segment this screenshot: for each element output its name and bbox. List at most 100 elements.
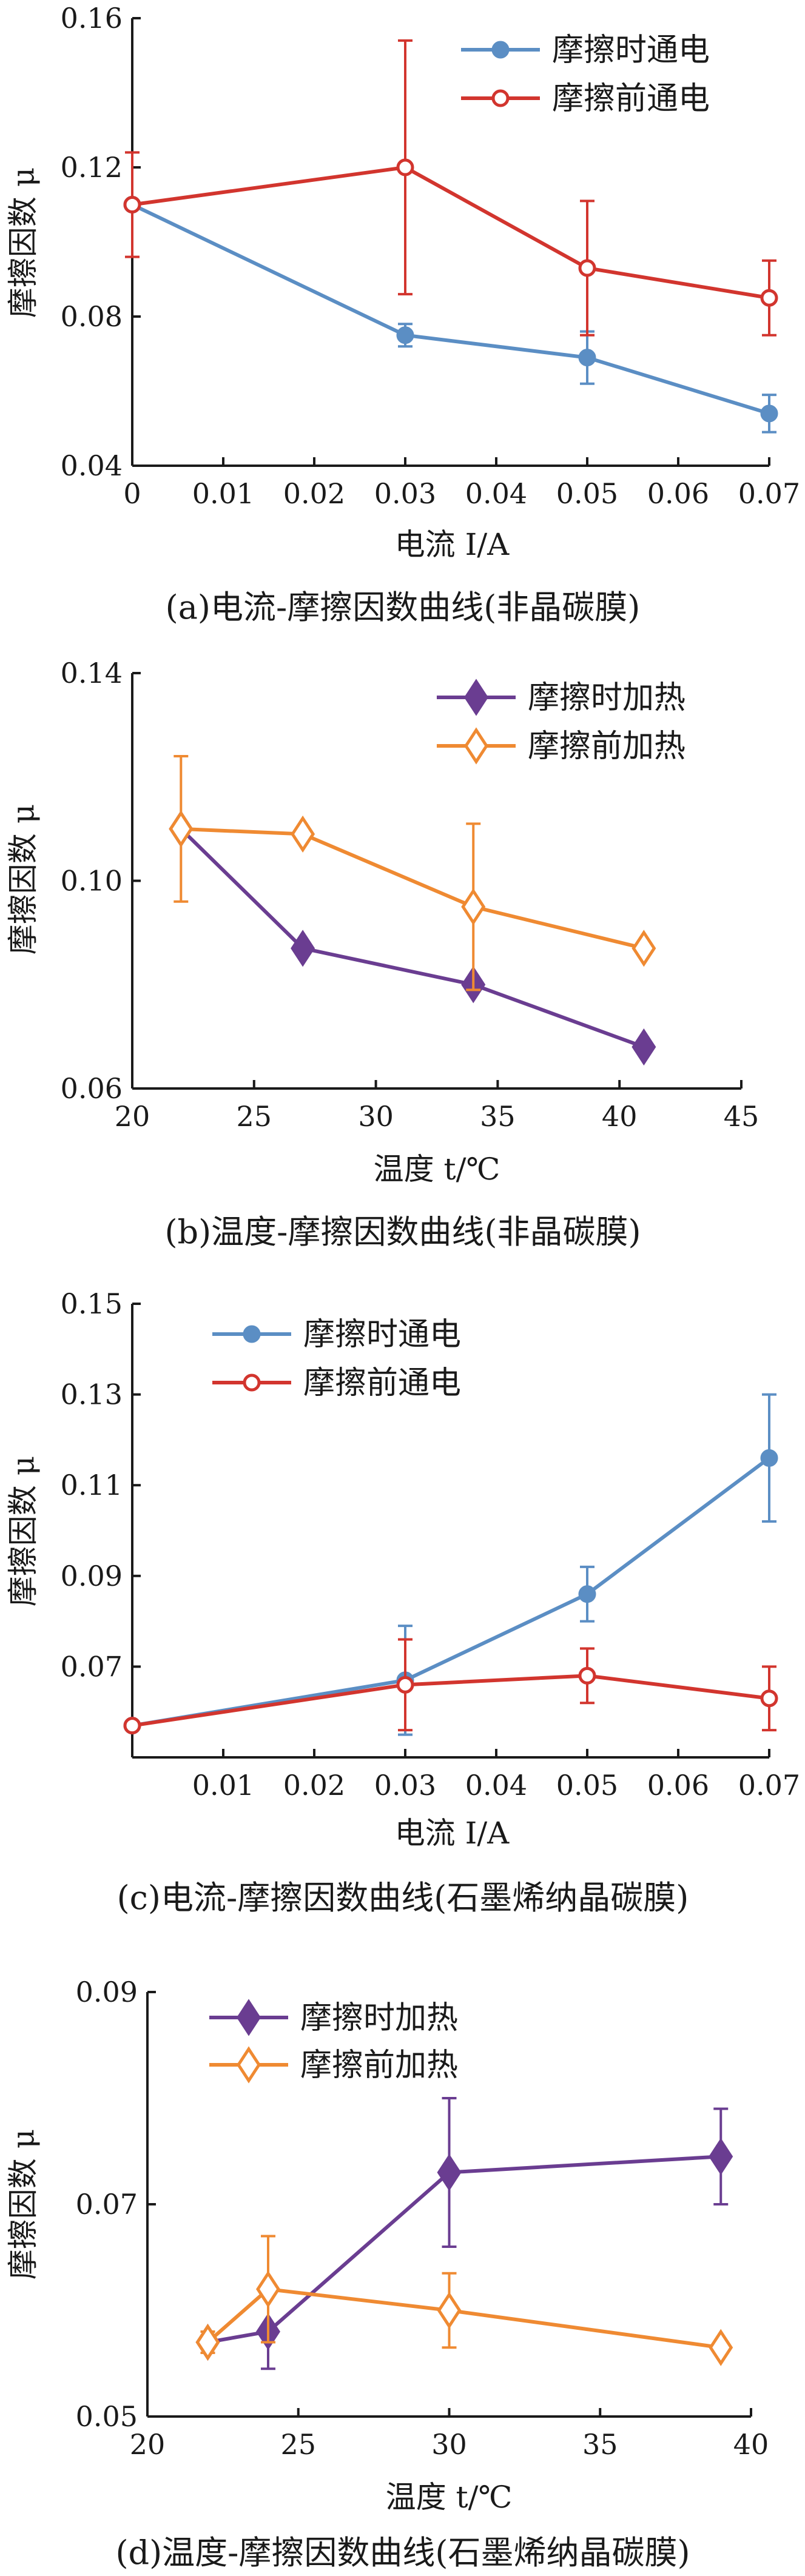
series-1	[169, 755, 656, 991]
legend-marker-s0	[464, 679, 488, 716]
x-tick-label: 25	[237, 1100, 272, 1133]
x-tick-label: 0.04	[465, 477, 527, 510]
data-point	[123, 1717, 141, 1735]
legend-marker-s0	[491, 41, 510, 59]
x-tick-label: 0.03	[374, 1769, 436, 1802]
x-tick-label: 0.06	[647, 477, 709, 510]
panel-caption: (c)电流-摩擦因数曲线(石墨烯纳晶碳膜)	[117, 1879, 689, 1917]
x-tick-label: 40	[602, 1100, 638, 1133]
x-tick-label: 25	[280, 2428, 316, 2461]
y-axis-title: 摩擦因数 μ	[5, 804, 41, 954]
data-point	[291, 815, 315, 853]
y-tick-label: 0.09	[76, 1976, 138, 2008]
legend-marker-s0	[237, 1999, 261, 2036]
x-axis-title: 电流 I/A	[395, 527, 510, 562]
axes: 0.07 0.09 0.11 0.13 0.15 0.01 0.02 0.03 0.04 0.05…	[61, 1287, 801, 1802]
legend-marker-s1	[243, 1374, 261, 1392]
series-line	[181, 827, 645, 950]
data-point	[632, 1028, 656, 1066]
x-tick-label: 40	[733, 2428, 769, 2461]
legend: 摩擦时通电 摩擦前通电	[461, 32, 710, 117]
x-axis-title: 温度 t/℃	[374, 1152, 500, 1187]
x-tick-label: 0.07	[738, 477, 800, 510]
series-line	[206, 2287, 721, 2350]
data-point	[578, 1666, 596, 1685]
data-point	[760, 1449, 778, 1467]
y-tick-label: 0.14	[61, 657, 123, 689]
series-1	[123, 39, 778, 337]
x-tick-label: 0.06	[647, 1769, 709, 1802]
plot-area	[123, 1393, 778, 1736]
series-line	[180, 827, 645, 1049]
series-1	[195, 2235, 733, 2366]
data-point	[195, 2323, 220, 2361]
data-point	[437, 2153, 462, 2192]
panel-c: 0.07 0.09 0.11 0.13 0.15 0.01 0.02 0.03 0.04 0.05…	[5, 1287, 800, 1917]
panel-caption: (a)电流-摩擦因数曲线(非晶碳膜)	[166, 588, 641, 626]
plot-area	[195, 2097, 733, 2370]
plot-area	[169, 755, 656, 1066]
x-tick-label: 0.05	[556, 1769, 618, 1802]
plot-area	[123, 39, 778, 434]
y-axis-title: 摩擦因数 μ	[5, 2129, 41, 2279]
axes: 0.06 0.10 0.14 20 25 30 35 40 45	[61, 657, 760, 1133]
x-tick-label: 20	[130, 2428, 166, 2461]
x-tick-label: 35	[480, 1100, 516, 1133]
x-axis-title: 电流 I/A	[395, 1816, 510, 1851]
x-tick-label: 45	[724, 1100, 760, 1133]
x-tick-label: 0.02	[283, 1769, 345, 1802]
series-0	[123, 196, 778, 434]
series-line	[132, 165, 770, 300]
panel-d: 0.05 0.07 0.09 20 25 30 35 40 摩擦时加热 摩擦前加热 温度 t/…	[5, 1976, 769, 2572]
legend-label-s0: 摩擦时加热	[528, 680, 685, 716]
data-point	[461, 888, 486, 925]
legend-marker-s1	[237, 2046, 261, 2084]
x-tick-label: 0.02	[283, 477, 345, 510]
series-line	[207, 2155, 721, 2344]
data-point	[291, 930, 315, 967]
data-point	[396, 158, 414, 176]
series-line	[132, 1674, 770, 1728]
panel-caption: (d)温度-摩擦因数曲线(石墨烯纳晶碳膜)	[115, 2534, 690, 2572]
legend-label-s0: 摩擦时通电	[552, 32, 710, 69]
x-tick-label: 0.07	[738, 1769, 800, 1802]
series-line	[131, 203, 770, 415]
series-0	[195, 2097, 733, 2370]
data-point	[396, 326, 414, 344]
y-axis-title: 摩擦因数 μ	[5, 1456, 41, 1606]
y-tick-label: 0.13	[61, 1378, 123, 1411]
y-tick-label: 0.11	[61, 1469, 123, 1501]
legend-label-s0: 摩擦时通电	[303, 1317, 461, 1353]
data-point	[760, 404, 778, 423]
panel-a: 0.04 0.08 0.12 0.16 0 0.01 0.02 0.03 0.04 0.05 0.0…	[5, 2, 800, 626]
x-tick-label: 0.01	[192, 1769, 254, 1802]
legend-marker-s1	[464, 727, 488, 765]
x-tick-label: 0.03	[374, 477, 436, 510]
x-tick-label: 0.01	[192, 477, 254, 510]
data-point	[709, 2329, 733, 2366]
data-point	[760, 1689, 778, 1708]
data-point	[709, 2138, 733, 2175]
legend: 摩擦时加热 摩擦前加热	[437, 679, 685, 765]
panel-caption: (b)温度-摩擦因数曲线(非晶碳膜)	[164, 1213, 641, 1251]
y-tick-label: 0.05	[76, 2400, 138, 2433]
x-tick-label: 30	[358, 1100, 394, 1133]
x-tick-label: 0	[123, 477, 141, 510]
legend-label-s1: 摩擦前通电	[303, 1365, 461, 1401]
series-1	[123, 1638, 778, 1735]
y-axis-title: 摩擦因数 μ	[5, 167, 41, 318]
data-point	[256, 2270, 280, 2308]
x-axis-title: 温度 t/℃	[386, 2480, 513, 2515]
y-tick-label: 0.04	[61, 449, 123, 482]
data-point	[123, 196, 141, 213]
legend-marker-s1	[491, 89, 510, 107]
data-point	[169, 810, 194, 848]
x-tick-label: 0.05	[556, 477, 618, 510]
data-point	[760, 289, 778, 307]
y-tick-label: 0.10	[61, 865, 123, 897]
data-point	[578, 1585, 596, 1603]
series-line	[132, 1456, 770, 1728]
x-tick-label: 30	[431, 2428, 467, 2461]
x-tick-label: 35	[582, 2428, 618, 2461]
